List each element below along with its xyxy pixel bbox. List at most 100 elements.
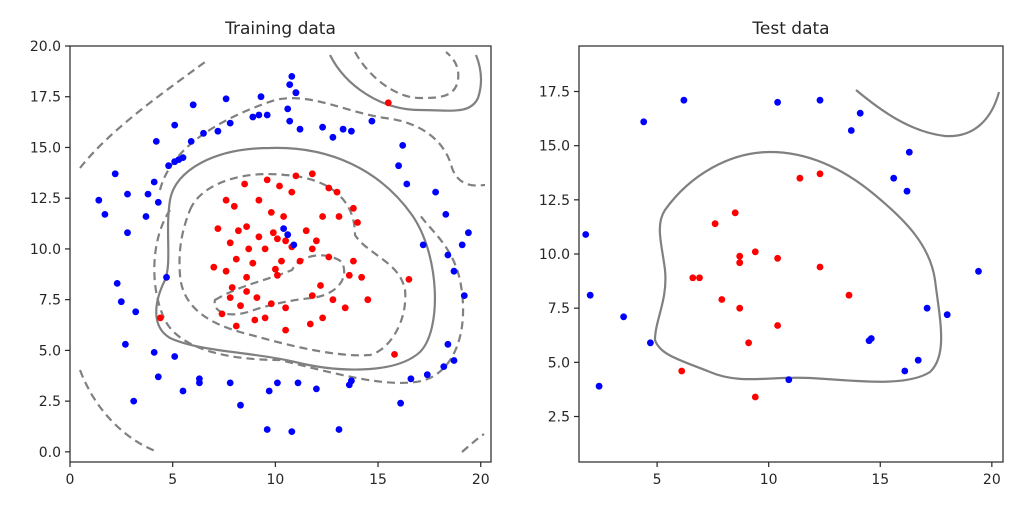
blue-point [329,133,337,141]
y-tick-label: 12.5 [539,193,570,209]
y-tick-label: 15.0 [30,140,61,156]
blue-point [152,138,160,145]
blue-point [407,375,415,383]
y-tick-label: 17.5 [30,90,61,106]
blue-point [943,311,951,319]
red-point [280,213,287,220]
red-point [214,225,222,233]
blue-point [163,273,170,281]
training-y-axis: 0.0 2.5 5.0 7.5 10.0 12.5 15.0 17.5 20.0 [30,39,70,461]
red-point [296,257,304,265]
red-point [845,291,853,299]
test-decision-contours [653,89,1001,383]
blue-point [111,170,119,178]
red-point [278,257,285,265]
decision-boundary-top-right [329,54,483,112]
blue-point [348,127,355,135]
blue-point [249,113,257,121]
red-point [774,322,781,329]
blue-point [640,118,648,126]
blue-point [226,119,234,127]
red-point [261,245,269,253]
red-point [274,235,281,243]
y-tick-label: 7.5 [39,293,61,309]
red-point [325,184,333,192]
blue-point [101,211,109,218]
red-point [678,367,686,375]
margin-contour-top-right [354,51,460,100]
blue-point [294,379,302,387]
training-chart-title: Training data [224,19,336,39]
blue-point [319,123,326,131]
red-point [313,237,320,245]
blue-point [444,251,452,259]
test-panel: Test data 5 10 15 20 2.5 5.0 7.5 10.0 12.5 15.0 1… [539,19,1004,488]
red-point [222,196,230,204]
red-point [218,310,226,318]
blue-point [423,371,431,379]
red-point [816,170,824,178]
blue-point [432,188,439,196]
red-point [274,271,281,279]
margin-contour-left [79,61,206,169]
red-point [232,255,240,263]
red-point [325,253,333,261]
red-point [228,284,236,291]
blue-point [458,241,466,249]
blue-point [847,127,855,134]
x-tick-label: 15 [871,472,889,488]
red-point [282,304,289,312]
blue-point [154,198,162,206]
red-point [731,209,739,217]
red-point [243,273,251,281]
decision-boundary-top-right [855,89,1001,138]
red-point [736,259,744,267]
blue-point [586,291,594,299]
red-point [230,202,238,210]
blue-point [124,190,131,198]
red-point [282,237,289,245]
blue-point [399,142,407,149]
blue-point [339,125,347,133]
margin-contour-outer [158,97,486,191]
test-points [582,96,982,401]
blue-point [903,187,911,195]
x-tick-label: 5 [168,472,177,488]
test-y-axis: 2.5 5.0 7.5 10.0 12.5 15.0 17.5 [539,85,579,426]
training-points [95,73,472,435]
blue-point [867,335,875,342]
y-tick-label: 17.5 [539,85,570,101]
red-point [222,267,230,275]
red-point [718,296,726,303]
blue-point [165,162,173,170]
y-tick-label: 12.5 [30,191,61,207]
blue-point [460,292,468,299]
red-point [267,300,275,308]
blue-point [154,373,162,381]
red-point [345,271,353,279]
red-point [226,239,234,247]
red-point [272,265,279,273]
y-tick-label: 5.0 [39,343,61,359]
red-point [751,393,759,401]
red-point [251,316,259,324]
red-point [350,204,357,212]
blue-point [450,267,458,275]
red-point [816,263,824,271]
blue-point [620,313,627,321]
blue-point [200,129,207,137]
y-tick-label: 20.0 [30,39,61,55]
red-point [689,274,697,282]
red-point [405,276,413,283]
blue-point [237,401,244,409]
margin-contour-bottom-right [461,433,485,453]
red-point [319,314,326,322]
red-point [358,273,365,281]
y-tick-label: 10.0 [30,242,61,258]
blue-point [419,241,427,249]
red-point [232,322,240,330]
red-point [308,292,316,299]
red-point [288,188,296,196]
decision-boundary-contour [653,150,943,383]
